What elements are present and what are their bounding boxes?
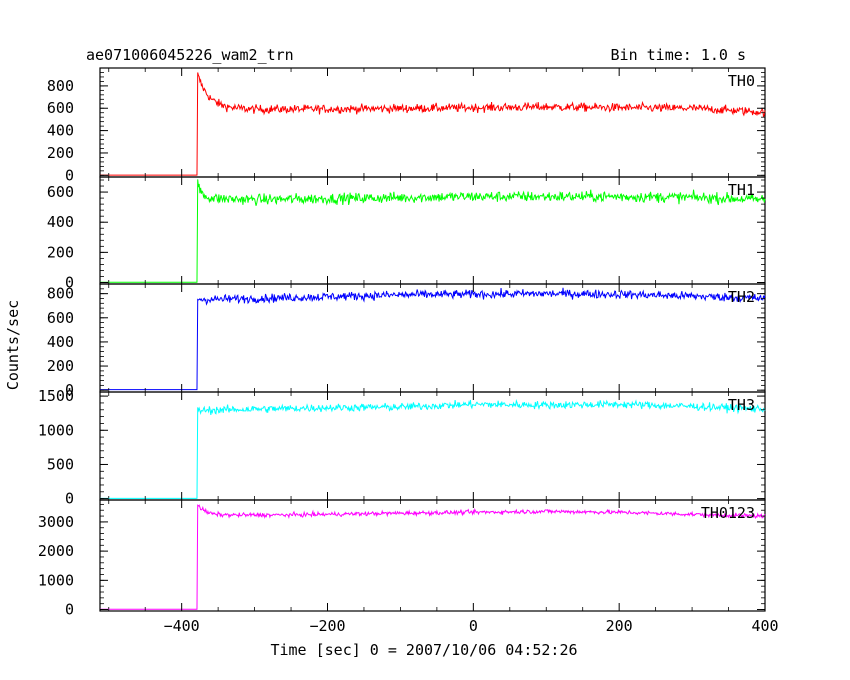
panel-th2: 0 200 400 600 800 TH2 [47, 283, 766, 399]
y-tick-label: 600 [47, 309, 74, 327]
panel-label-th0123: TH0123 [701, 504, 755, 522]
y-tick-label: 0 [65, 601, 74, 619]
y-tick-label: 400 [47, 213, 74, 231]
series-line-th2 [100, 287, 766, 391]
y-tick-label: 2000 [38, 542, 74, 560]
x-tick-label: 200 [606, 617, 633, 635]
y-tick-label: 600 [47, 99, 74, 117]
y-tick-label: 200 [47, 144, 74, 162]
panel-label-th1: TH1 [728, 181, 755, 199]
y-tick-label: 600 [47, 183, 74, 201]
series-line-th1 [100, 179, 766, 283]
y-tick-label: 400 [47, 122, 74, 140]
y-tick-label: 3000 [38, 513, 74, 531]
panel-frame [99, 499, 766, 612]
bin-time-label: Bin time: 1.0 s [611, 46, 746, 64]
panel-th1: 0 200 400 600 TH1 [47, 176, 766, 291]
y-tick-label: 500 [47, 455, 74, 473]
panel-frame [99, 283, 766, 393]
y-tick-label: 800 [47, 285, 74, 303]
y-tick-label: 800 [47, 77, 74, 95]
panel-label-th3: TH3 [728, 396, 755, 414]
series-line-th0 [100, 72, 766, 176]
panel-frame [99, 67, 766, 178]
y-tick-label: 0 [65, 273, 74, 291]
panel-th0: 0 200 400 600 800 TH0 [47, 67, 766, 184]
y-tick-label: 0 [65, 166, 74, 184]
x-tick-label: 400 [751, 617, 778, 635]
panel-label-th0: TH0 [728, 72, 755, 90]
series-line-th0123 [100, 504, 766, 610]
x-tick-label: −200 [309, 617, 345, 635]
panel-th0123: 0 1000 2000 3000 TH0123 [38, 499, 766, 619]
y-tick-label: 1000 [38, 421, 74, 439]
x-tick-label: −400 [164, 617, 200, 635]
y-tick-label: 0 [65, 490, 74, 508]
y-axis-label: Counts/sec [4, 300, 22, 390]
y-tick-label: 400 [47, 333, 74, 351]
y-tick-label: 1500 [38, 387, 74, 405]
y-tick-label: 1000 [38, 571, 74, 589]
y-tick-label: 200 [47, 357, 74, 375]
y-tick-label: 0 [65, 381, 74, 399]
x-tick-label: 0 [469, 617, 478, 635]
panel-th3: 0 500 1000 1500 TH3 [38, 387, 766, 508]
x-axis-label: Time [sec] 0 = 2007/10/06 04:52:26 [270, 641, 577, 659]
series-line-th3 [100, 399, 766, 499]
y-tick-label: 200 [47, 243, 74, 261]
panel-label-th2: TH2 [728, 288, 755, 306]
chart-title: ae071006045226_wam2_trn [86, 46, 294, 64]
panel-frame [99, 391, 766, 501]
